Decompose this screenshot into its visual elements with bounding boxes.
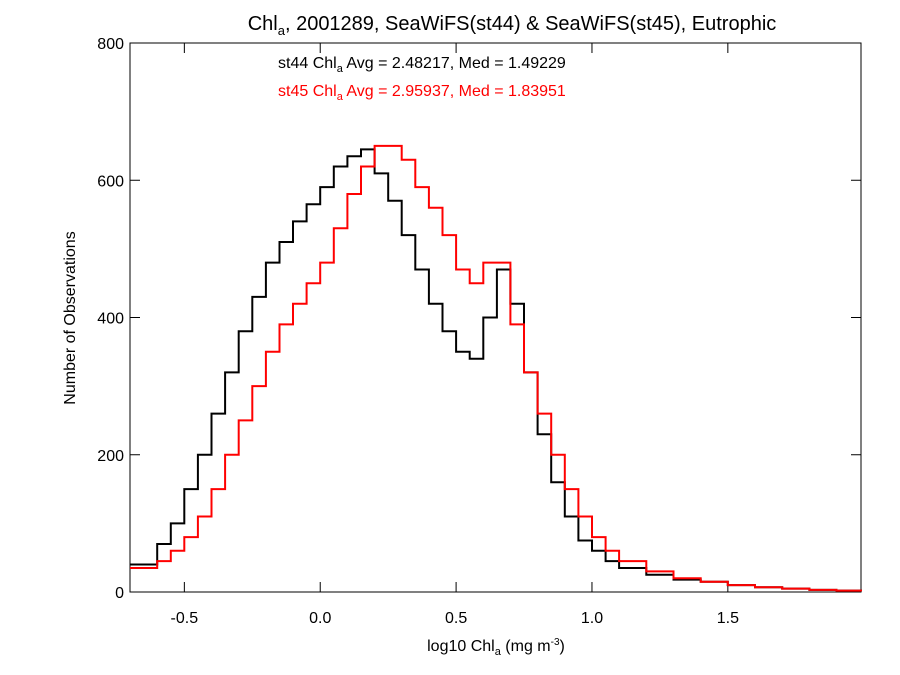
x-tick-label-2: 0.5 (445, 610, 467, 627)
x-axis-label: log10 Chla (mg m-3) (427, 637, 565, 658)
chart-title-subscript: a (278, 23, 286, 38)
y-tick-label-2: 400 (97, 311, 124, 328)
annotation-st45-prefix: st45 Chl (278, 83, 337, 100)
chart-title-prefix: Chl (248, 13, 278, 35)
x-axis-label-prefix: log10 Chl (427, 638, 495, 655)
x-tick-label-4: 1.5 (717, 610, 739, 627)
x-axis-label-subscript: a (495, 646, 502, 658)
y-axis-ticks: 0 200 400 600 800 (97, 36, 861, 602)
series-line-0 (130, 148, 862, 592)
y-tick-label-0: 0 (115, 585, 124, 602)
annotation-st45: st45 Chla Avg = 2.95937, Med = 1.83951 (278, 83, 566, 103)
annotation-st44-subscript: a (337, 63, 344, 75)
chart-title-suffix: , 2001289, SeaWiFS(st44) & SeaWiFS(st45)… (285, 13, 776, 35)
x-tick-label-1: 0.0 (309, 610, 331, 627)
x-axis-label-superscript: -3 (551, 637, 560, 648)
annotation-st44: st44 Chla Avg = 2.48217, Med = 1.49229 (278, 55, 566, 75)
chart-title: Chla, 2001289, SeaWiFS(st44) & SeaWiFS(s… (248, 13, 777, 38)
y-tick-label-4: 800 (97, 36, 124, 53)
annotation-st44-suffix: Avg = 2.48217, Med = 1.49229 (343, 55, 566, 72)
x-tick-label-3: 1.0 (581, 610, 603, 627)
y-tick-label-3: 600 (97, 173, 124, 190)
x-tick-label-0: -0.5 (171, 610, 199, 627)
annotation-st44-prefix: st44 Chl (278, 55, 337, 72)
x-axis-label-suffix: ) (560, 638, 565, 655)
series-line-1 (130, 144, 862, 592)
y-tick-label-1: 200 (97, 448, 124, 465)
annotation-st45-subscript: a (337, 91, 344, 103)
annotation-st45-suffix: Avg = 2.95937, Med = 1.83951 (343, 83, 566, 100)
x-axis-label-mid: (mg m (501, 638, 551, 655)
y-axis-label: Number of Observations (62, 231, 79, 404)
x-axis-ticks: -0.5 0.0 0.5 1.0 1.5 (171, 43, 739, 627)
series-layer (130, 144, 862, 592)
